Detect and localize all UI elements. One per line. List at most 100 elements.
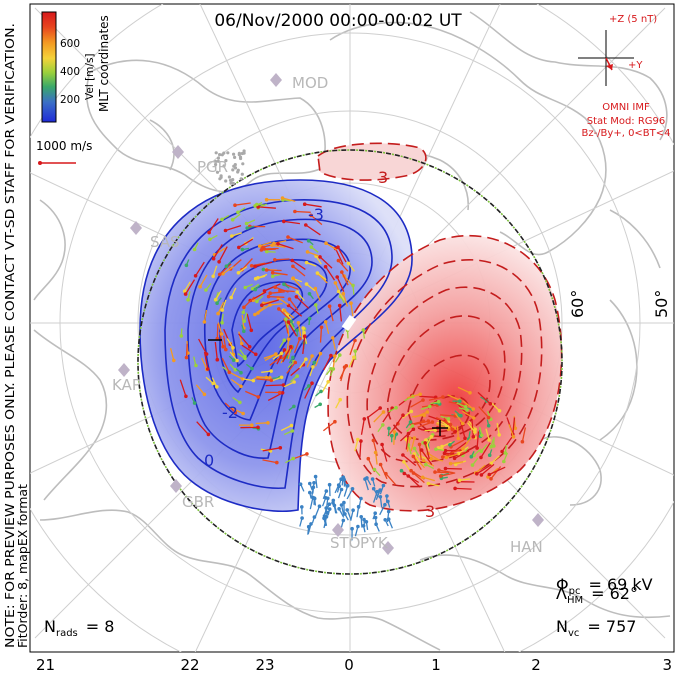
vector-origin — [293, 360, 298, 365]
vector-origin — [312, 515, 317, 519]
velocity-vector — [266, 269, 282, 272]
grid-point — [220, 153, 224, 157]
vector-origin — [237, 245, 241, 250]
vector-origin — [342, 500, 346, 505]
map-title: 06/Nov/2000 00:00-00:02 UT — [214, 11, 462, 31]
velocity-vector — [328, 306, 334, 322]
vector-origin — [378, 488, 382, 492]
vector-origin — [441, 395, 445, 399]
vector-origin — [423, 441, 428, 445]
vector-origin — [184, 394, 188, 399]
velocity-vector — [282, 346, 292, 363]
vector-origin — [351, 283, 355, 288]
velocity-vector — [293, 453, 308, 460]
vector-origin — [343, 512, 347, 516]
vector-origin — [327, 502, 332, 507]
vector-origin — [409, 468, 413, 473]
vector-origin — [353, 338, 357, 343]
vector-origin — [452, 456, 457, 461]
vector-origin — [442, 451, 447, 456]
velocity-vector — [274, 286, 289, 293]
vector-origin — [503, 451, 508, 455]
velocity-vector — [462, 399, 474, 410]
station-marker — [130, 221, 142, 235]
mlt-axis: 21 22 23 0 1 2 3 — [36, 656, 672, 674]
vector-origin — [342, 365, 347, 370]
grid-point — [231, 168, 235, 172]
mlt-tick-label: 3 — [662, 656, 672, 674]
lambda-row: ΛHM = 62° — [556, 584, 638, 606]
vector-origin — [500, 449, 504, 454]
velocity-vector — [340, 367, 346, 382]
vector-origin — [361, 524, 366, 528]
velocity-vector — [212, 265, 218, 277]
velocity-vector — [379, 504, 386, 516]
velocity-vector — [342, 293, 349, 307]
fit-order-note: FitOrder: 8, mapEX format — [15, 484, 30, 648]
velocity-vector — [373, 411, 384, 423]
grid-point — [240, 172, 244, 176]
imf-conditions: Bz-/By+, 0<BT<4 — [581, 128, 670, 139]
velocity-vector — [425, 436, 432, 447]
nrads-row: Nrads = 8 — [44, 617, 114, 639]
grid-point — [219, 175, 223, 179]
grid-point — [214, 162, 218, 167]
vector-origin — [208, 237, 212, 242]
vector-origin — [307, 316, 312, 321]
pole-marker — [341, 314, 357, 332]
vector-origin — [269, 378, 274, 383]
vector-origin — [220, 320, 224, 325]
vector-origin — [468, 391, 472, 395]
velocity-vector — [283, 220, 300, 225]
vector-origin — [365, 476, 369, 480]
velocity-vector — [366, 407, 381, 419]
velocity-vector — [258, 206, 276, 209]
velocity-vector — [221, 299, 227, 311]
vector-origin — [217, 272, 222, 277]
colorbar-tick-600: 600 — [60, 38, 80, 50]
vector-origin — [341, 291, 346, 296]
velocity-vector — [410, 437, 416, 452]
vector-origin — [406, 474, 411, 478]
phi-pc-symbol: Φ — [556, 575, 569, 594]
vector-origin — [473, 430, 477, 434]
velocity-vector — [291, 259, 306, 270]
vector-origin — [392, 430, 397, 434]
velocity-vector — [287, 346, 292, 360]
vector-origin — [322, 514, 327, 518]
vector-origin — [470, 463, 475, 467]
hm-boundary — [137, 149, 563, 575]
vector-origin — [302, 330, 306, 335]
station-label: HAN — [510, 538, 543, 556]
vector-origin — [353, 349, 358, 353]
velocity-vector — [179, 379, 187, 397]
lambda-hm-full: ΛHM = 62° — [556, 584, 638, 606]
vector-origin — [386, 499, 390, 504]
vector-origin — [339, 477, 343, 482]
vector-origin — [433, 428, 438, 432]
vector-origin — [333, 281, 338, 285]
vector-origin — [292, 380, 296, 384]
n-rads-value: = 8 — [86, 617, 115, 636]
vector-origin — [406, 431, 411, 436]
velocity-vector — [478, 406, 490, 419]
velocity-vector — [288, 304, 303, 317]
vector-origin — [378, 462, 383, 467]
vector-origin — [399, 468, 404, 473]
grid-point — [229, 181, 233, 185]
vector-origin — [471, 434, 476, 439]
vector-origin — [326, 380, 331, 384]
vector-origin — [295, 374, 300, 378]
velocity-vector — [270, 302, 283, 306]
velocity-vector — [272, 272, 288, 276]
vector-origin — [469, 454, 474, 459]
velocity-vector — [393, 431, 396, 445]
vector-origin — [281, 383, 286, 387]
vector-origin — [215, 301, 219, 306]
vector-origin — [336, 258, 341, 263]
vector-origin — [184, 355, 189, 360]
vector-origin — [250, 287, 255, 291]
vector-origin — [308, 481, 312, 486]
velocity-vector — [409, 420, 424, 426]
station-label: GBR — [182, 493, 214, 511]
